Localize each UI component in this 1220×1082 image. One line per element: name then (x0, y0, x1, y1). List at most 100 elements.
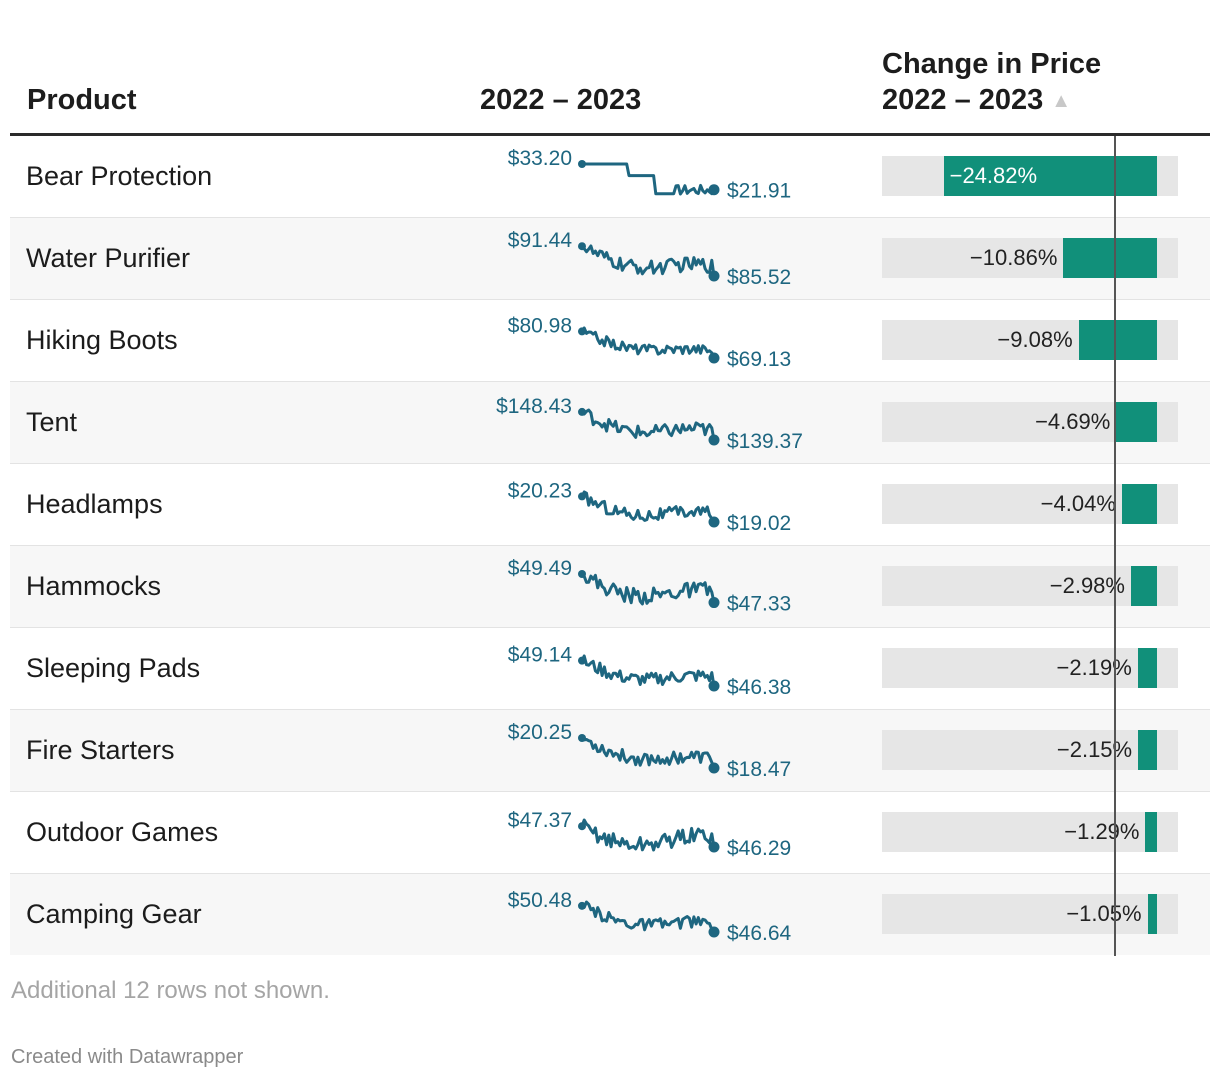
sparkline-path (580, 244, 716, 277)
sparkline-path (580, 326, 716, 359)
price-sparkline: $33.20 $21.91 (508, 147, 791, 203)
sort-ascending-icon[interactable]: ▲ (1051, 90, 1072, 112)
sparkline-path (580, 818, 716, 852)
product-name: Outdoor Games (26, 817, 219, 847)
change-bar (1063, 238, 1157, 278)
price-sparkline: $148.43 $139.37 (496, 395, 803, 453)
sparkline-start-dot (578, 492, 586, 501)
price-sparkline: $20.23 $19.02 (508, 479, 791, 535)
sparkline-start-label: $80.98 (508, 314, 572, 337)
change-value-label: −1.29% (1064, 819, 1140, 844)
price-sparkline: $80.98 $69.13 (508, 314, 791, 371)
product-name: Hammocks (26, 571, 162, 601)
sparkline-start-dot (578, 242, 586, 251)
product-name: Tent (26, 407, 78, 437)
sparkline-end-dot (708, 184, 720, 196)
sparkline-end-label: $47.33 (727, 593, 791, 616)
sparkline-start-dot (578, 734, 586, 742)
sparkline-start-dot (578, 901, 586, 910)
change-bar (1138, 730, 1157, 770)
sparkline-end-label: $69.13 (727, 348, 791, 371)
change-bar-track (882, 730, 1178, 770)
datawrapper-credit: Created with Datawrapper (11, 1046, 244, 1068)
sparkline-end-dot (708, 680, 720, 692)
product-name: Water Purifier (26, 243, 191, 273)
table-row[interactable]: Sleeping Pads $49.14 $46.38 −2.19% (10, 628, 1210, 710)
product-name: Hiking Boots (26, 325, 178, 355)
table-row[interactable]: Bear Protection $33.20 $21.91 −24.82% (10, 136, 1210, 218)
sparkline-end-dot (708, 270, 720, 282)
change-bar-track (882, 894, 1178, 934)
sparkline-start-dot (578, 327, 586, 336)
column-header-change[interactable]: Change in Price 2022 – 2023 ▲ (882, 46, 1101, 119)
zero-axis-line (1114, 136, 1116, 956)
sparkline-end-label: $21.91 (727, 180, 791, 203)
price-sparkline: $49.49 $47.33 (508, 557, 791, 616)
table-row[interactable]: Hiking Boots $80.98 $69.13 −9.08% (10, 300, 1210, 382)
sparkline-end-dot (708, 597, 720, 609)
change-value-label: −4.69% (1035, 409, 1111, 434)
sparkline-start-label: $148.43 (496, 395, 572, 418)
sparkline-end-dot (708, 926, 720, 938)
sparkline-end-dot (708, 516, 720, 528)
header-divider (10, 133, 1210, 136)
change-bar (1147, 894, 1157, 934)
column-header-product[interactable]: Product (27, 84, 137, 116)
product-name: Sleeping Pads (26, 653, 201, 683)
change-bar-track (882, 566, 1178, 606)
sparkline-start-dot (578, 570, 586, 578)
sparkline-end-label: $85.52 (727, 266, 791, 289)
price-sparkline: $91.44 $85.52 (508, 229, 791, 289)
change-value-label: −1.05% (1066, 901, 1142, 926)
change-value-label: −4.04% (1040, 491, 1116, 516)
change-bar (1116, 402, 1157, 442)
sparkline-start-label: $49.49 (508, 557, 572, 580)
sparkline-path (580, 408, 716, 441)
product-name: Fire Starters (26, 735, 175, 765)
sparkline-path (580, 572, 716, 606)
price-sparkline: $20.25 $18.47 (508, 721, 791, 781)
sparkline-path (582, 162, 716, 196)
sparkline-start-label: $50.48 (508, 889, 572, 912)
sparkline-start-label: $47.37 (508, 809, 572, 832)
price-sparkline: $50.48 $46.64 (508, 889, 792, 945)
change-bar (1145, 812, 1157, 852)
change-value-label: −9.08% (997, 327, 1073, 352)
sparkline-start-label: $91.44 (508, 229, 573, 252)
sparkline-end-label: $19.02 (727, 512, 791, 535)
column-header-change-line1: Change in Price (882, 48, 1102, 80)
table-row[interactable]: Water Purifier $91.44 $85.52 −10.86% (10, 218, 1210, 300)
change-value-label: −10.86% (969, 245, 1058, 270)
change-value-label: −2.15% (1056, 737, 1133, 762)
sparkline-start-label: $20.23 (508, 479, 572, 502)
change-value-label: −2.98% (1049, 573, 1125, 598)
sparkline-start-label: $49.14 (508, 644, 573, 667)
table-row[interactable]: Tent $148.43 $139.37 −4.69% (10, 382, 1210, 464)
column-header-trend[interactable]: 2022 – 2023 (480, 84, 642, 116)
sparkline-start-label: $20.25 (508, 721, 572, 744)
sparkline-path (581, 900, 716, 933)
sparkline-end-label: $139.37 (727, 430, 803, 453)
sparkline-end-dot (708, 434, 720, 446)
product-name: Camping Gear (26, 899, 202, 929)
change-bar (1121, 484, 1157, 524)
product-name: Headlamps (26, 489, 163, 519)
sparkline-end-dot (708, 762, 720, 774)
sparkline-path (580, 490, 716, 523)
table-row[interactable]: Hammocks $49.49 $47.33 −2.98% (10, 546, 1210, 628)
table-row[interactable]: Outdoor Games $47.37 $46.29 −1.29% (10, 792, 1210, 874)
sparkline-start-dot (578, 822, 586, 831)
table-row[interactable]: Camping Gear $50.48 $46.64 −1.05% (10, 874, 1210, 955)
rows-not-shown-note: Additional 12 rows not shown. (11, 977, 330, 1004)
sparkline-end-label: $18.47 (727, 758, 791, 781)
sparkline-end-label: $46.64 (727, 922, 792, 945)
product-name: Bear Protection (26, 161, 213, 191)
column-header-change-line2: 2022 – 2023 ▲ (882, 84, 1072, 116)
sparkline-end-label: $46.38 (727, 676, 791, 699)
table-row[interactable]: Fire Starters $20.25 $18.47 −2.15% (10, 710, 1210, 792)
table-row[interactable]: Headlamps $20.23 $19.02 −4.04% (10, 464, 1210, 546)
change-bar (1137, 648, 1157, 688)
change-bar (1078, 320, 1157, 360)
sparkline-path (580, 654, 716, 687)
change-value-label: −24.82% (949, 163, 1038, 188)
